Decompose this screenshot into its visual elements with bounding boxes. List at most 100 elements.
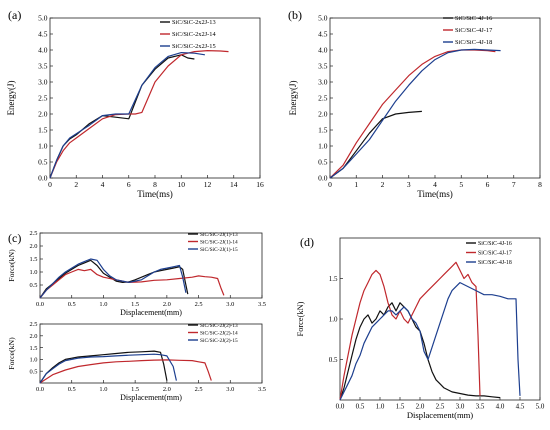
x-tick-label: 3.0	[226, 301, 234, 308]
x-tick-label: 7	[512, 180, 516, 189]
series-line-blue	[339, 282, 521, 401]
y-tick-label: 0.5	[329, 356, 338, 364]
y-tick-label: 1.5	[318, 126, 328, 135]
legend-label: SiC/SiC-2J(2)-13	[200, 322, 238, 329]
x-tick-label: 2.5	[436, 403, 445, 411]
x-tick-label: 0.5	[68, 301, 76, 308]
y-tick-label: 2.0	[30, 333, 38, 340]
y-axis-label: Energy(J)	[288, 81, 298, 116]
x-tick-label: 2.0	[416, 403, 425, 411]
x-axis-label: Displacement(mm)	[120, 308, 182, 317]
series-line-blue	[39, 258, 187, 299]
y-tick-label: 0.5	[318, 158, 328, 167]
panel-label: (d)	[300, 235, 314, 249]
y-axis-label: Force(kN)	[296, 301, 305, 336]
series-line-black	[339, 302, 501, 401]
y-axis-label: Energy(J)	[6, 81, 16, 116]
x-tick-label: 0.0	[36, 386, 44, 393]
legend-label: SiC/SiC-2x2J-13	[172, 19, 216, 26]
x-tick-label: 1.0	[99, 301, 107, 308]
legend-label: SiC/SiC-2J(1)-15	[200, 246, 238, 253]
x-tick-label: 0.0	[36, 301, 44, 308]
panel-label: (a)	[8, 8, 21, 22]
plot-frame	[39, 232, 263, 299]
y-tick-label: 2.5	[30, 321, 38, 328]
plot-frame	[49, 17, 261, 179]
y-tick-label: 0.5	[30, 368, 38, 375]
x-tick-label: 2	[381, 180, 385, 189]
y-tick-label: 3.0	[318, 78, 328, 87]
y-axis-label: Force(kN)	[7, 249, 16, 282]
x-tick-label: 6	[127, 180, 131, 189]
series-line-black	[39, 350, 168, 384]
panel-d: 0.0 0.5 1.0 1.5 2.0 2.5 3.0 3.5 4.0 4.5 5.0 0.5 1.0 1…	[296, 235, 545, 420]
y-tick-label: 0.0	[318, 174, 328, 183]
series-line-black	[39, 259, 189, 299]
x-tick-label: 8	[538, 180, 542, 189]
x-tick-label: 3.0	[226, 386, 234, 393]
y-tick-label: 2.0	[38, 110, 48, 119]
legend-label: SiC/SiC-4J-18	[455, 39, 492, 46]
x-tick-label: 2.0	[163, 386, 171, 393]
x-tick-label: 4.5	[516, 403, 525, 411]
panel-c2: 0.0 0.5 1.0 1.5 2.0 2.5 3.0 3.5 0.5 1.0 1.5 2.0 2.5 D…	[7, 321, 266, 402]
y-tick-label: 1.0	[38, 142, 48, 151]
x-tick-label: 1.5	[131, 386, 139, 393]
x-tick-label: 2.0	[163, 301, 171, 308]
legend-label: SiC/SiC-2x2J-15	[172, 43, 216, 50]
panel-c1: 0.0 0.5 1.0 1.5 2.0 2.5 3.0 3.5 0.5 1.0 1.5 2.0 2.5 D…	[7, 230, 266, 317]
x-tick-label: 14	[230, 180, 238, 189]
x-tick-label: 3.5	[258, 301, 266, 308]
x-tick-label: 2	[74, 180, 78, 189]
legend-label: SiC/SiC-4J-16	[478, 241, 512, 247]
y-tick-label: 4.5	[38, 30, 48, 39]
y-tick-label: 1.0	[329, 315, 338, 323]
y-tick-label: 3.0	[38, 78, 48, 87]
series-line-red	[39, 359, 212, 384]
legend-label: SiC/SiC-4J-16	[455, 15, 492, 22]
y-tick-label: 3.5	[318, 62, 328, 71]
y-tick-label: 2.0	[30, 243, 38, 250]
legend-label: SiC/SiC-2J(1)-14	[200, 238, 238, 245]
series-line-red	[339, 261, 481, 401]
x-tick-label: 3.0	[456, 403, 465, 411]
x-tick-label: 8	[153, 180, 157, 189]
y-tick-label: 4.0	[318, 46, 328, 55]
x-axis-label: Displacement(mm)	[120, 393, 182, 402]
y-tick-label: 1.5	[38, 126, 48, 135]
legend-label: SiC/SiC-2J(1)-13	[200, 231, 238, 238]
legend-label: SiC/SiC-2x2J-14	[172, 31, 216, 38]
y-tick-label: 4.0	[38, 46, 48, 55]
x-tick-label: 2.5	[195, 301, 203, 308]
x-tick-label: 3.5	[258, 386, 266, 393]
y-tick-label: 5.0	[38, 14, 48, 23]
series-line-blue	[49, 51, 205, 179]
legend-label: SiC/SiC-4J-17	[478, 251, 512, 257]
y-tick-label: 1.0	[30, 357, 38, 364]
x-tick-label: 3.5	[476, 403, 485, 411]
x-tick-label: 1.5	[131, 301, 139, 308]
y-axis-label: Force(kN)	[7, 337, 16, 370]
panel-b: 0 1 2 3 4 5 6 7 8 0.0 0.5 1.0 1.5 2.0 2.5 3.0 3.5 4.0 4.5 5…	[288, 8, 542, 199]
series-line-blue	[39, 353, 177, 384]
y-tick-label: 3.5	[38, 62, 48, 71]
y-tick-label: 1.5	[329, 275, 338, 283]
x-tick-label: 0.0	[336, 403, 345, 411]
x-tick-label: 0	[328, 180, 332, 189]
y-tick-label: 2.0	[318, 110, 328, 119]
x-tick-label: 6	[486, 180, 490, 189]
x-tick-label: 1	[354, 180, 358, 189]
y-tick-label: 2.5	[318, 94, 328, 103]
y-tick-label: 5.0	[318, 14, 328, 23]
x-tick-label: 4	[433, 180, 437, 189]
y-tick-label: 1.0	[30, 269, 38, 276]
y-tick-label: 0.5	[30, 282, 38, 289]
x-tick-label: 4.0	[496, 403, 505, 411]
y-tick-label: 1.0	[318, 142, 328, 151]
x-tick-label: 0.5	[68, 386, 76, 393]
panel-label: (b)	[288, 8, 302, 22]
y-tick-label: 2.5	[38, 94, 48, 103]
x-tick-label: 2.5	[195, 386, 203, 393]
x-tick-label: 0.5	[356, 403, 365, 411]
